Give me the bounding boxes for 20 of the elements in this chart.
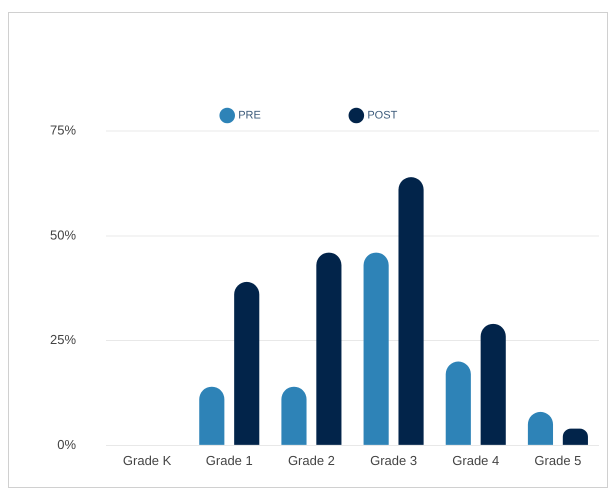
bar — [234, 282, 260, 445]
bar — [446, 362, 471, 445]
x-tick-label: Grade 5 — [534, 452, 582, 468]
bar — [480, 324, 506, 445]
bar — [398, 177, 424, 445]
y-tick-label: 25% — [50, 332, 76, 348]
legend-label: POST — [367, 110, 398, 122]
x-tick-label: Grade 4 — [452, 452, 500, 468]
bar — [281, 386, 307, 445]
legend-label: PRE — [238, 110, 261, 122]
y-tick-label: 0% — [57, 436, 76, 452]
y-tick-label: 75% — [50, 122, 76, 138]
x-tick-label: Grade 2 — [288, 452, 335, 468]
y-tick-label: 50% — [50, 227, 76, 242]
x-tick-label: Grade 1 — [206, 452, 253, 468]
x-tick-label: Grade 3 — [370, 452, 418, 468]
bar — [316, 252, 342, 445]
bar — [199, 386, 224, 445]
x-tick-label: Grade K — [122, 452, 172, 468]
bar — [364, 252, 389, 445]
